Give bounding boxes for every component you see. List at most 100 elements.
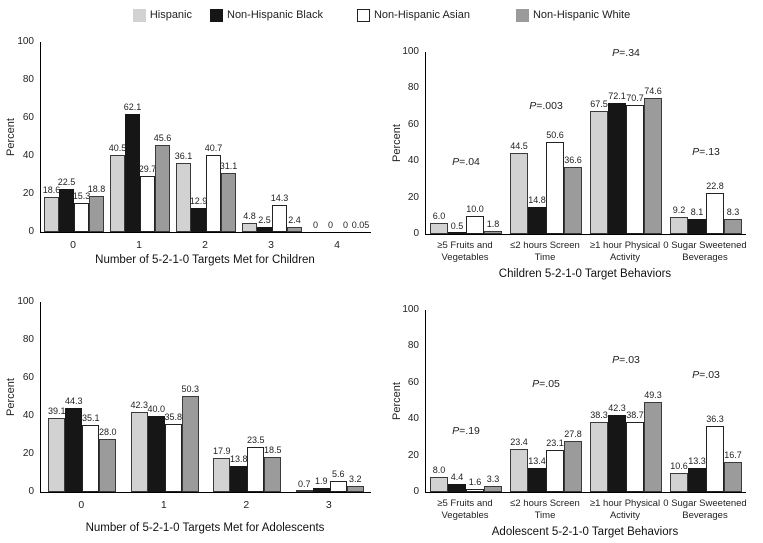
bar-value-label: 22.5 bbox=[57, 177, 76, 188]
category-line: 2 bbox=[243, 499, 250, 511]
category-line: Vegetables bbox=[441, 509, 489, 521]
bar-value-label: 50.3 bbox=[181, 384, 200, 395]
bar-value-label: 40.7 bbox=[204, 142, 223, 153]
x-category-label: 0 bbox=[34, 499, 129, 511]
bar-value-label: 28.0 bbox=[98, 426, 117, 437]
p-value-annotation: P=.003 bbox=[506, 100, 586, 112]
x-axis-title: Number of 5-2-1-0 Targets Met for Adoles… bbox=[85, 522, 325, 534]
bar-hispanic bbox=[242, 222, 257, 232]
chart-behaviors-children: Percent 0 20 40 60 80 100 6.0 44.5 67.5 9.2 0.5 14.8… bbox=[380, 28, 763, 282]
plot-area: 8.0 23.4 38.3 10.6 4.4 13.4 42.3 13.3 1.6 23.1 38.… bbox=[425, 310, 746, 493]
category-line: 0 Sugar Sweetened bbox=[663, 240, 747, 251]
bar-non-hispanic-asian bbox=[546, 141, 564, 234]
bar-non-hispanic-black bbox=[448, 232, 466, 234]
bar-non-hispanic-black bbox=[59, 189, 74, 232]
bar-hispanic bbox=[430, 477, 448, 492]
y-tick-label: 40 bbox=[22, 410, 34, 421]
p-value-text: =.34 bbox=[619, 47, 640, 60]
bar-non-hispanic-white bbox=[346, 485, 364, 492]
bar-non-hispanic-white bbox=[724, 461, 742, 492]
bar-non-hispanic-black bbox=[147, 416, 165, 492]
bar-value-label: 0.05 bbox=[351, 219, 370, 230]
legend-label: Non-Hispanic Asian bbox=[373, 9, 470, 21]
bar-value-label: 23.4 bbox=[510, 437, 528, 448]
p-value-annotation: P=.34 bbox=[586, 47, 666, 59]
category-line: ≤2 hours Screen bbox=[510, 498, 580, 509]
bar-hispanic bbox=[44, 196, 59, 232]
bar-hispanic bbox=[510, 449, 528, 492]
bar-non-hispanic-asian bbox=[626, 421, 644, 492]
category-line: ≥1 hour Physical bbox=[589, 240, 661, 251]
legend: Hispanic Non-Hispanic Black Non-Hispanic A… bbox=[0, 4, 763, 26]
y-tick-label: 0 bbox=[413, 486, 419, 497]
bar-non-hispanic-white bbox=[644, 402, 662, 492]
bar-hispanic bbox=[590, 111, 608, 234]
bar-value-label: 36.1 bbox=[174, 151, 193, 162]
bar-non-hispanic-black bbox=[528, 467, 546, 492]
bar-value-label: 1.6 bbox=[468, 477, 482, 488]
category-line: 0 bbox=[78, 499, 85, 511]
bar-value-label: 10.0 bbox=[466, 203, 484, 214]
bar-hispanic bbox=[670, 472, 688, 492]
x-category-label: 2 bbox=[166, 239, 244, 251]
bar-value-label: 29.7 bbox=[138, 163, 157, 174]
bar-value-label: 74.6 bbox=[644, 86, 662, 97]
y-tick-label: 60 bbox=[407, 118, 419, 130]
bar-value-label: 62.1 bbox=[123, 102, 142, 113]
bar-value-label: 1.9 bbox=[314, 476, 328, 487]
legend-swatch-hispanic bbox=[132, 8, 146, 22]
bar-value-label: 4.4 bbox=[450, 472, 464, 482]
bar-value-label: 70.7 bbox=[626, 93, 644, 104]
bar-non-hispanic-white bbox=[484, 230, 502, 234]
y-tick-label: 0 bbox=[28, 226, 34, 237]
legend-item-non-hispanic-white: Non-Hispanic White bbox=[515, 8, 630, 22]
y-tick-label: 20 bbox=[22, 448, 34, 459]
bar-value-label: 13.4 bbox=[528, 455, 546, 466]
category-line: Vegetables bbox=[441, 251, 489, 263]
y-tick-label: 60 bbox=[22, 112, 34, 123]
bar-non-hispanic-white bbox=[155, 145, 170, 232]
p-symbol: P bbox=[532, 378, 540, 391]
chart-behaviors-adolescents: Percent 0 20 40 60 80 100 8.0 23.4 38.3 10.6 4.4 13.… bbox=[380, 282, 763, 543]
p-value-text: =.19 bbox=[459, 425, 480, 438]
bar-non-hispanic-black bbox=[608, 415, 626, 492]
bar-hispanic bbox=[670, 217, 688, 234]
category-line: Activity bbox=[609, 509, 641, 521]
bar-hispanic bbox=[176, 163, 191, 232]
bar-non-hispanic-black bbox=[688, 219, 706, 234]
x-category-label: 3 bbox=[282, 499, 377, 511]
bar-non-hispanic-asian bbox=[272, 204, 287, 232]
p-symbol: P bbox=[692, 145, 700, 158]
y-tick-label: 40 bbox=[22, 150, 34, 161]
x-category-label: 0 Sugar Sweetened Beverages bbox=[659, 240, 751, 263]
bar-non-hispanic-black bbox=[448, 484, 466, 492]
category-line: 1 bbox=[136, 239, 142, 251]
x-category-label: ≥1 hour Physical Activity bbox=[579, 498, 671, 521]
p-value-annotation: P=.05 bbox=[506, 378, 586, 390]
bar-non-hispanic-black bbox=[608, 102, 626, 234]
category-line: ≥1 hour Physical bbox=[589, 498, 661, 509]
bar-value-label: 40.0 bbox=[147, 404, 166, 414]
category-line: 4 bbox=[334, 239, 340, 251]
p-value-annotation: P=.03 bbox=[666, 369, 746, 381]
bar-hispanic bbox=[213, 458, 231, 492]
p-symbol: P bbox=[612, 354, 620, 367]
bar-non-hispanic-asian bbox=[466, 215, 484, 234]
bar-value-label: 1.8 bbox=[486, 218, 500, 229]
x-category-label: 2 bbox=[199, 499, 294, 511]
x-category-label: 0 Sugar Sweetened Beverages bbox=[659, 498, 751, 521]
bar-non-hispanic-asian bbox=[164, 423, 182, 492]
bar-hispanic bbox=[110, 155, 125, 232]
bar-value-label: 18.6 bbox=[42, 184, 61, 195]
bar-value-label: 35.8 bbox=[164, 411, 183, 422]
bar-value-label: 42.3 bbox=[608, 403, 626, 414]
bar-value-label: 35.1 bbox=[81, 413, 100, 424]
bar-non-hispanic-asian bbox=[82, 425, 100, 492]
bar-value-label: 38.3 bbox=[590, 410, 608, 421]
legend-item-non-hispanic-asian: Non-Hispanic Asian bbox=[356, 8, 470, 22]
p-value-annotation: P=.03 bbox=[586, 354, 666, 366]
bar-non-hispanic-black bbox=[191, 207, 206, 232]
p-value-text: =.03 bbox=[619, 354, 640, 367]
legend-item-non-hispanic-black: Non-Hispanic Black bbox=[210, 8, 323, 22]
bar-non-hispanic-white bbox=[724, 218, 742, 234]
